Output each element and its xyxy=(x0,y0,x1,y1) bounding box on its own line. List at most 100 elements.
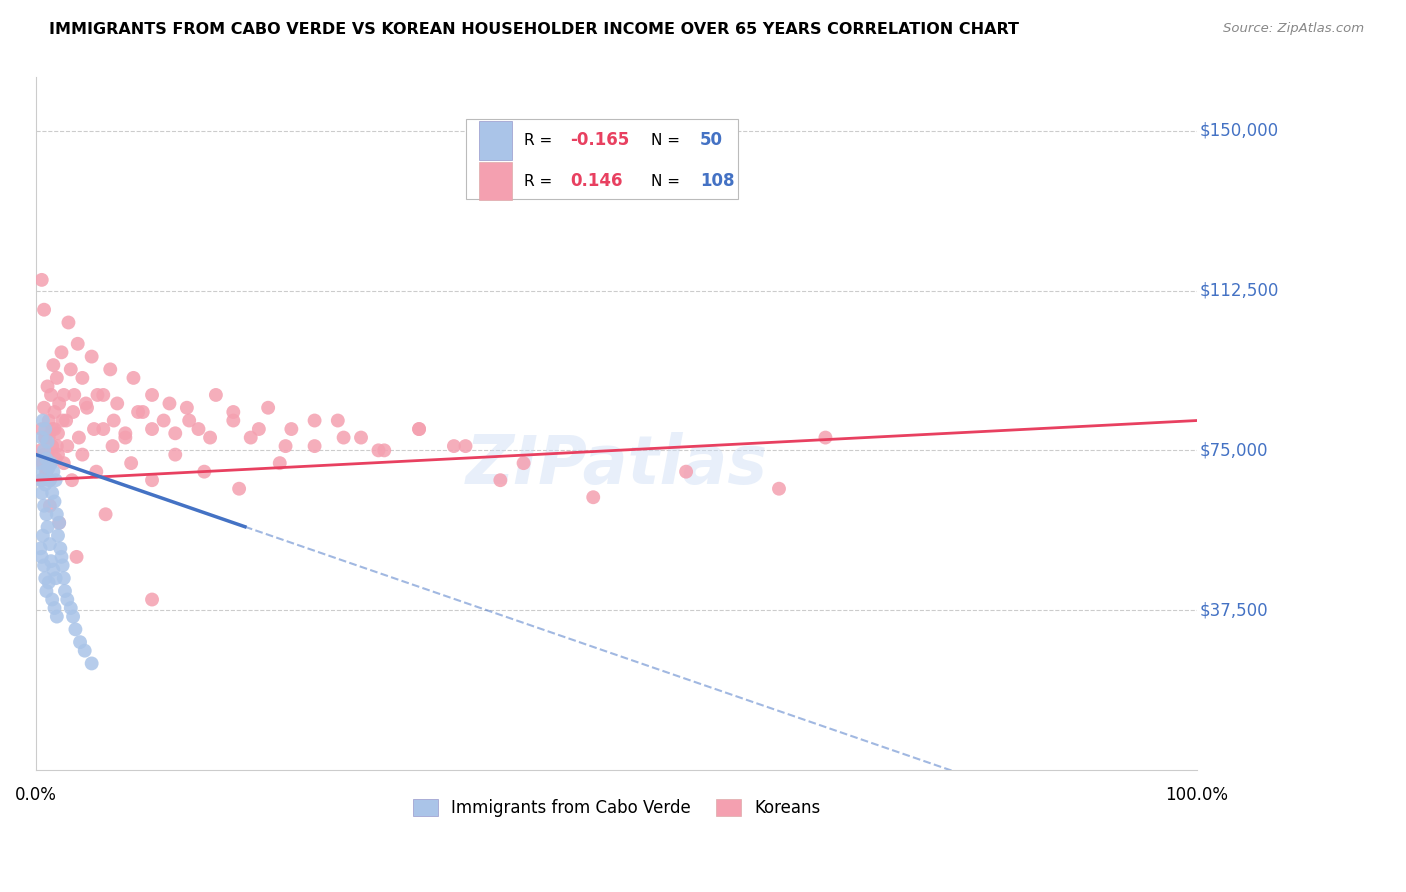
Point xyxy=(32,401,55,415)
Point xyxy=(38,537,60,551)
Point xyxy=(274,439,297,453)
Point xyxy=(269,456,291,470)
Point xyxy=(32,413,55,427)
Point xyxy=(38,431,60,445)
Point xyxy=(84,465,107,479)
Point xyxy=(408,422,430,436)
Point xyxy=(39,456,62,470)
Point xyxy=(37,520,59,534)
Point xyxy=(31,549,53,564)
Point xyxy=(69,635,91,649)
Point xyxy=(75,396,97,410)
FancyBboxPatch shape xyxy=(465,119,738,199)
Point xyxy=(30,473,52,487)
Point xyxy=(159,396,181,410)
Point xyxy=(38,413,60,427)
Point xyxy=(37,379,59,393)
Point xyxy=(52,558,75,573)
Point xyxy=(35,465,58,479)
Point xyxy=(65,623,87,637)
Point xyxy=(59,362,82,376)
Point xyxy=(45,609,67,624)
Point xyxy=(205,388,228,402)
Point xyxy=(32,465,55,479)
Point xyxy=(122,371,145,385)
Point xyxy=(675,465,697,479)
Text: N =: N = xyxy=(651,133,681,148)
Point xyxy=(32,456,55,470)
Point xyxy=(65,549,87,564)
Point xyxy=(44,422,66,436)
Point xyxy=(38,473,60,487)
Point xyxy=(45,571,67,585)
Point xyxy=(367,443,389,458)
Point xyxy=(38,460,60,475)
Point xyxy=(41,422,63,436)
Point xyxy=(326,413,349,427)
Point xyxy=(34,477,56,491)
Point xyxy=(35,584,58,599)
Point xyxy=(63,388,86,402)
Point xyxy=(454,439,477,453)
Point xyxy=(443,439,465,453)
Point xyxy=(34,431,56,445)
Point xyxy=(38,473,60,487)
Point xyxy=(228,482,250,496)
Point xyxy=(105,396,128,410)
Point xyxy=(66,336,89,351)
Point xyxy=(32,443,55,458)
Point xyxy=(31,473,53,487)
Point xyxy=(49,541,72,556)
Text: R =: R = xyxy=(523,133,551,148)
Point xyxy=(35,451,58,466)
Point xyxy=(94,508,117,522)
Point xyxy=(44,601,66,615)
Point xyxy=(41,486,63,500)
Point xyxy=(52,388,75,402)
Point xyxy=(53,584,76,599)
Point xyxy=(56,592,79,607)
Point xyxy=(48,396,70,410)
Point xyxy=(37,434,59,449)
Point xyxy=(38,575,60,590)
Point xyxy=(179,413,201,427)
Text: $37,500: $37,500 xyxy=(1199,601,1268,619)
Point xyxy=(76,401,98,415)
Point xyxy=(39,554,62,568)
Point xyxy=(814,431,837,445)
Point xyxy=(52,413,75,427)
Point xyxy=(45,508,67,522)
Point xyxy=(42,358,65,372)
Point xyxy=(32,302,55,317)
Point xyxy=(51,345,73,359)
Point xyxy=(62,609,84,624)
Point xyxy=(127,405,149,419)
Text: $150,000: $150,000 xyxy=(1199,121,1278,140)
Point xyxy=(35,465,58,479)
Point xyxy=(28,456,51,470)
Point xyxy=(582,490,605,504)
Point xyxy=(114,426,136,441)
Point xyxy=(91,422,114,436)
Point xyxy=(42,465,65,479)
Point xyxy=(98,362,121,376)
Point xyxy=(512,456,534,470)
Point xyxy=(80,657,103,671)
Point xyxy=(193,465,215,479)
Point xyxy=(52,571,75,585)
Point xyxy=(32,456,55,470)
Point xyxy=(48,516,70,530)
Point xyxy=(51,549,73,564)
Point xyxy=(62,405,84,419)
Point xyxy=(46,426,69,441)
Point xyxy=(45,451,67,466)
Point xyxy=(45,371,67,385)
Point xyxy=(41,439,63,453)
Point xyxy=(247,422,270,436)
Point xyxy=(31,431,53,445)
Point xyxy=(45,439,67,453)
Point xyxy=(257,401,280,415)
Point xyxy=(31,273,53,287)
Point xyxy=(373,443,395,458)
Text: 0.146: 0.146 xyxy=(569,172,623,190)
